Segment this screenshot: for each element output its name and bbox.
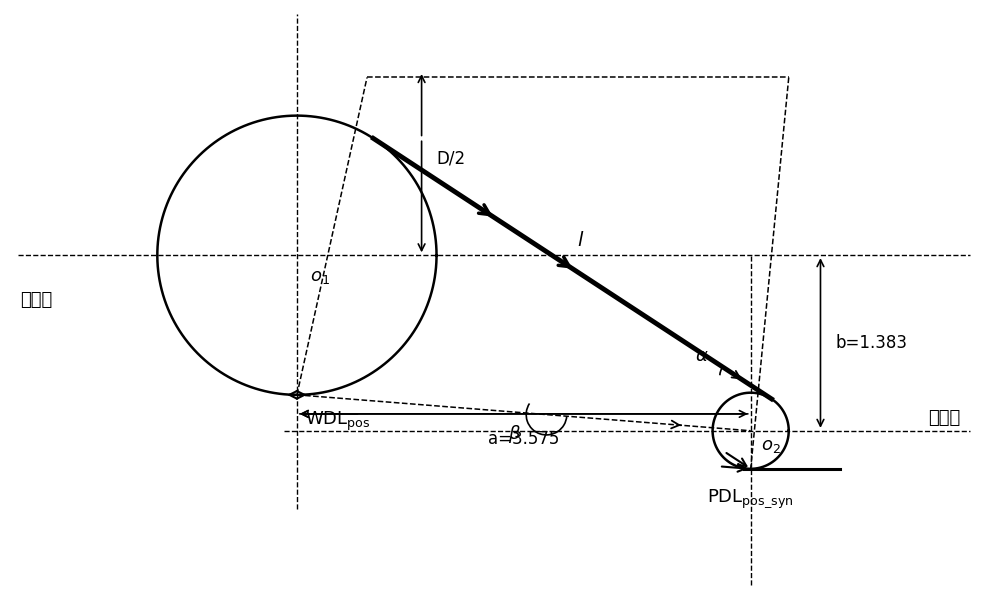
Text: l: l [577, 231, 582, 250]
Text: 导向辊: 导向辊 [928, 409, 960, 427]
Text: D/2: D/2 [437, 150, 466, 168]
Text: b=1.383: b=1.383 [836, 334, 908, 352]
Text: 卷取机: 卷取机 [21, 291, 53, 308]
Text: PDL$_{\mathregular{pos\_syn}}$: PDL$_{\mathregular{pos\_syn}}$ [707, 488, 794, 510]
Text: $\alpha$: $\alpha$ [695, 348, 709, 365]
Text: WDL$_{\mathregular{pos}}$: WDL$_{\mathregular{pos}}$ [305, 410, 370, 433]
Text: $o_1$: $o_1$ [310, 268, 330, 286]
Text: a=3.575: a=3.575 [488, 430, 559, 449]
Text: $o_2$: $o_2$ [761, 437, 781, 455]
Text: $\beta$: $\beta$ [508, 423, 521, 445]
